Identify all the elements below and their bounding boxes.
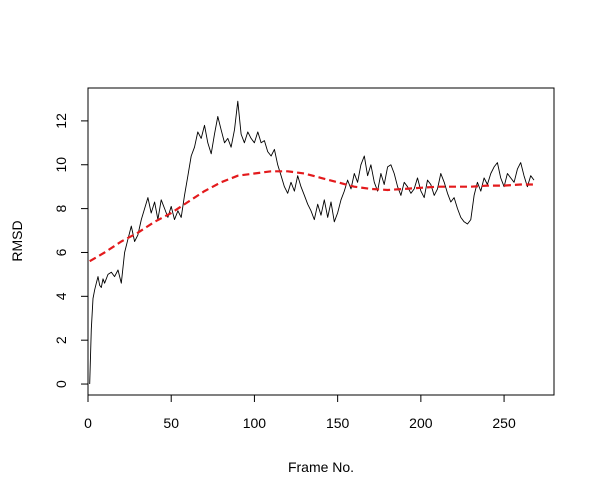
y-tick-label: 12 [53,113,69,129]
y-tick-label: 4 [53,292,69,300]
y-tick-label: 6 [53,248,69,256]
x-tick-label: 150 [326,415,350,431]
rmsd-line [89,100,535,385]
x-tick-label: 0 [84,415,92,431]
x-tick-label: 100 [243,415,267,431]
x-tick-label: 250 [492,415,516,431]
x-axis: 0 50 100 150 200 250 [84,394,516,431]
y-tick-label: 2 [53,336,69,344]
x-axis-label: Frame No. [288,459,354,475]
series-layer [89,100,535,385]
y-tick-label: 0 [53,380,69,388]
y-tick-label: 10 [53,157,69,173]
plot-frame [87,87,555,396]
x-tick-label: 200 [409,415,433,431]
trend-line [89,170,534,263]
y-tick-label: 8 [53,205,69,213]
x-tick-label: 50 [163,415,179,431]
y-axis-label: RMSD [9,220,25,261]
y-axis: 0 2 4 6 8 10 12 [53,113,89,388]
